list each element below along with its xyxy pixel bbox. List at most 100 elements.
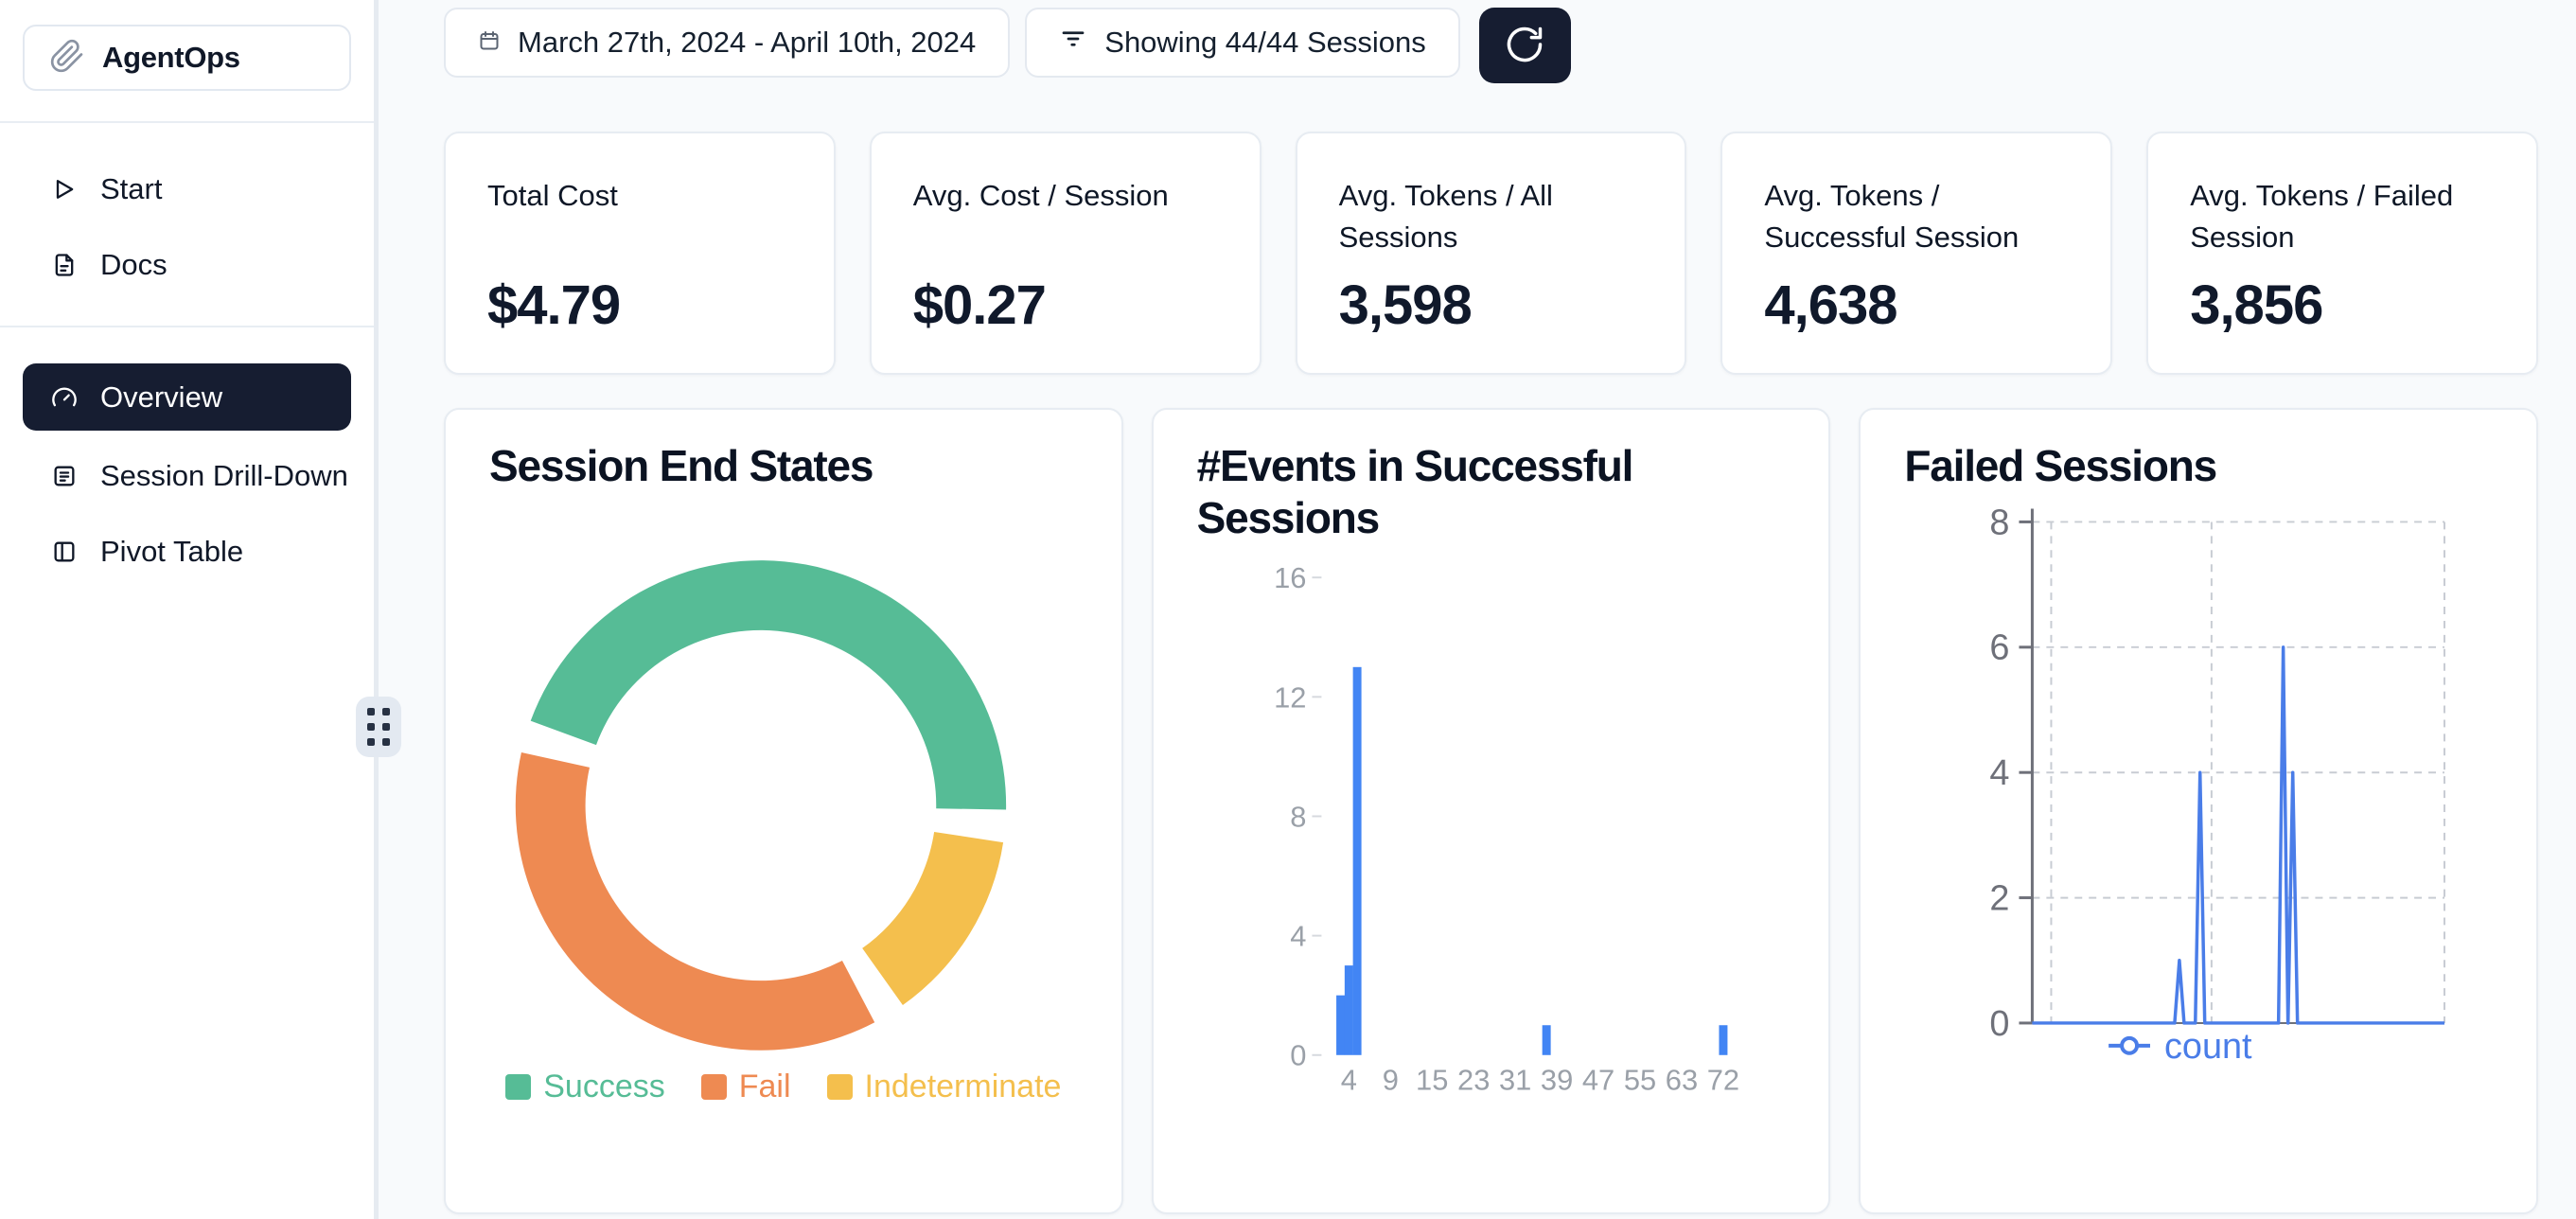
sidebar-item-session-drill-down[interactable]: Session Drill-Down	[23, 446, 351, 506]
session-end-states-donut[interactable]	[446, 410, 1121, 1212]
stat-card: Avg. Tokens / All Sessions 3,598	[1295, 132, 1687, 375]
svg-text:8: 8	[1990, 503, 2010, 542]
svg-text:8: 8	[1290, 800, 1306, 833]
legend-item-success[interactable]: Success	[505, 1069, 665, 1105]
legend-swatch	[700, 1074, 727, 1100]
play-icon	[51, 175, 79, 203]
svg-text:0: 0	[1290, 1039, 1306, 1072]
donut-segment-fail[interactable]	[515, 751, 875, 1051]
sidebar: AgentOps Start Docs Overview Session Drill…	[0, 0, 401, 1219]
stat-value: 4,638	[1764, 274, 1897, 336]
failed-sessions-chart[interactable]: 0 2 4 6 8 count	[1861, 410, 2536, 1212]
chart-title-session-end-states: Session End States	[489, 441, 874, 490]
filter-icon	[1059, 25, 1087, 61]
topbar: March 27th, 2024 - April 10th, 2024 Show…	[444, 8, 2538, 83]
stat-value: 3,598	[1338, 274, 1473, 336]
svg-text:2: 2	[1990, 879, 2010, 919]
stat-value: $4.79	[487, 274, 621, 336]
sidebar-item-label: Session Drill-Down	[100, 459, 348, 492]
svg-text:count: count	[2164, 1027, 2252, 1067]
gauge-icon	[51, 383, 79, 412]
legend-item-indeterminate[interactable]: Indeterminate	[826, 1069, 1062, 1105]
legend-label: Fail	[738, 1069, 791, 1104]
histogram-bar[interactable]	[1542, 1025, 1551, 1055]
svg-text:55: 55	[1624, 1064, 1656, 1097]
histogram-bar[interactable]	[1352, 666, 1362, 1055]
sidebar-divider-mid	[0, 326, 374, 327]
panel-icon	[51, 538, 79, 566]
svg-text:16: 16	[1274, 561, 1306, 594]
line-legend-count[interactable]: count	[2108, 1027, 2252, 1067]
count-line	[2032, 645, 2445, 1025]
document-icon	[51, 251, 79, 279]
svg-text:23: 23	[1457, 1064, 1490, 1097]
stat-label: Avg. Cost / Session	[912, 179, 1169, 212]
donut-segment-success[interactable]	[530, 560, 1007, 810]
donut-segment-indeterminate[interactable]	[862, 831, 1004, 1006]
donut-legend: Success Fail Indeterminate	[446, 1069, 1121, 1105]
svg-text:31: 31	[1499, 1064, 1531, 1097]
svg-text:12: 12	[1274, 680, 1306, 714]
sidebar-item-label: Start	[100, 172, 163, 205]
stat-value: $0.27	[912, 274, 1047, 336]
sidebar-item-start[interactable]: Start	[23, 159, 351, 220]
stat-card: Avg. Cost / Session $0.27	[869, 132, 1262, 375]
legend-label: Success	[543, 1069, 665, 1104]
svg-text:4: 4	[1340, 1064, 1356, 1097]
sidebar-item-label: Overview	[100, 380, 223, 414]
sidebar-item-pivot-table[interactable]: Pivot Table	[23, 521, 351, 582]
stat-card: Avg. Tokens / Successful Session 4,638	[1720, 132, 2113, 375]
legend-label: Indeterminate	[864, 1069, 1062, 1104]
chart-card-failed-sessions: Failed Sessions 0 2 4 6 8 count	[1859, 408, 2539, 1214]
histogram-bar[interactable]	[1344, 965, 1353, 1055]
svg-text:9: 9	[1382, 1064, 1398, 1097]
sidebar-item-label: Docs	[100, 248, 168, 281]
stat-card: Total Cost $4.79	[444, 132, 836, 375]
svg-text:39: 39	[1541, 1064, 1573, 1097]
sidebar-nav-main: Overview Session Drill-Down Pivot Table	[0, 363, 374, 582]
chart-card-session-end-states: Session End States Success Fail Indetermin…	[444, 408, 1123, 1214]
logo[interactable]: AgentOps	[23, 25, 351, 91]
sidebar-nav-top: Start Docs	[0, 159, 374, 295]
refresh-button[interactable]	[1478, 8, 1571, 83]
stat-label: Avg. Tokens / Successful Session	[1764, 179, 2020, 254]
svg-text:72: 72	[1706, 1064, 1738, 1097]
stat-label: Avg. Tokens / All Sessions	[1338, 179, 1553, 254]
sidebar-item-overview[interactable]: Overview	[23, 363, 351, 431]
app-title: AgentOps	[102, 41, 240, 74]
stat-label: Total Cost	[487, 179, 618, 212]
date-range-button[interactable]: March 27th, 2024 - April 10th, 2024	[444, 8, 1011, 78]
charts-row: Session End States Success Fail Indetermin…	[444, 408, 2539, 1214]
sidebar-divider-top	[0, 121, 374, 123]
stat-card: Avg. Tokens / Failed Session 3,856	[2146, 132, 2538, 375]
legend-swatch	[505, 1074, 532, 1100]
sessions-filter-button[interactable]: Showing 44/44 Sessions	[1025, 8, 1460, 78]
sidebar-item-docs[interactable]: Docs	[23, 235, 351, 295]
stats-row: Total Cost $4.79 Avg. Cost / Session $0.27 A…	[444, 132, 2538, 375]
svg-text:4: 4	[1990, 753, 2010, 793]
svg-text:4: 4	[1290, 920, 1306, 953]
sidebar-item-label: Pivot Table	[100, 535, 244, 568]
calendar-icon	[478, 26, 501, 60]
legend-item-fail[interactable]: Fail	[700, 1069, 791, 1105]
sessions-filter-label: Showing 44/44 Sessions	[1104, 26, 1426, 59]
notes-icon	[51, 462, 79, 490]
stat-label: Avg. Tokens / Failed Session	[2190, 179, 2454, 254]
svg-text:6: 6	[1990, 628, 2010, 668]
chart-title-events-histogram: #Events in Successful Sessions	[1196, 441, 1634, 542]
chart-title-failed-sessions: Failed Sessions	[1904, 441, 2217, 490]
svg-text:47: 47	[1582, 1064, 1614, 1097]
svg-text:63: 63	[1665, 1064, 1697, 1097]
svg-text:15: 15	[1416, 1064, 1448, 1097]
sidebar-resize-handle[interactable]	[356, 697, 401, 757]
stat-value: 3,856	[2190, 274, 2323, 336]
legend-swatch	[826, 1074, 853, 1100]
refresh-icon	[1504, 24, 1545, 68]
date-range-label: March 27th, 2024 - April 10th, 2024	[518, 26, 977, 59]
chart-card-events-histogram: #Events in Successful Sessions 0 4 8 12 16 4 9…	[1151, 408, 1831, 1214]
histogram-bar[interactable]	[1335, 995, 1345, 1055]
main-content: March 27th, 2024 - April 10th, 2024 Show…	[379, 0, 2576, 1219]
histogram-bar[interactable]	[1719, 1025, 1728, 1055]
